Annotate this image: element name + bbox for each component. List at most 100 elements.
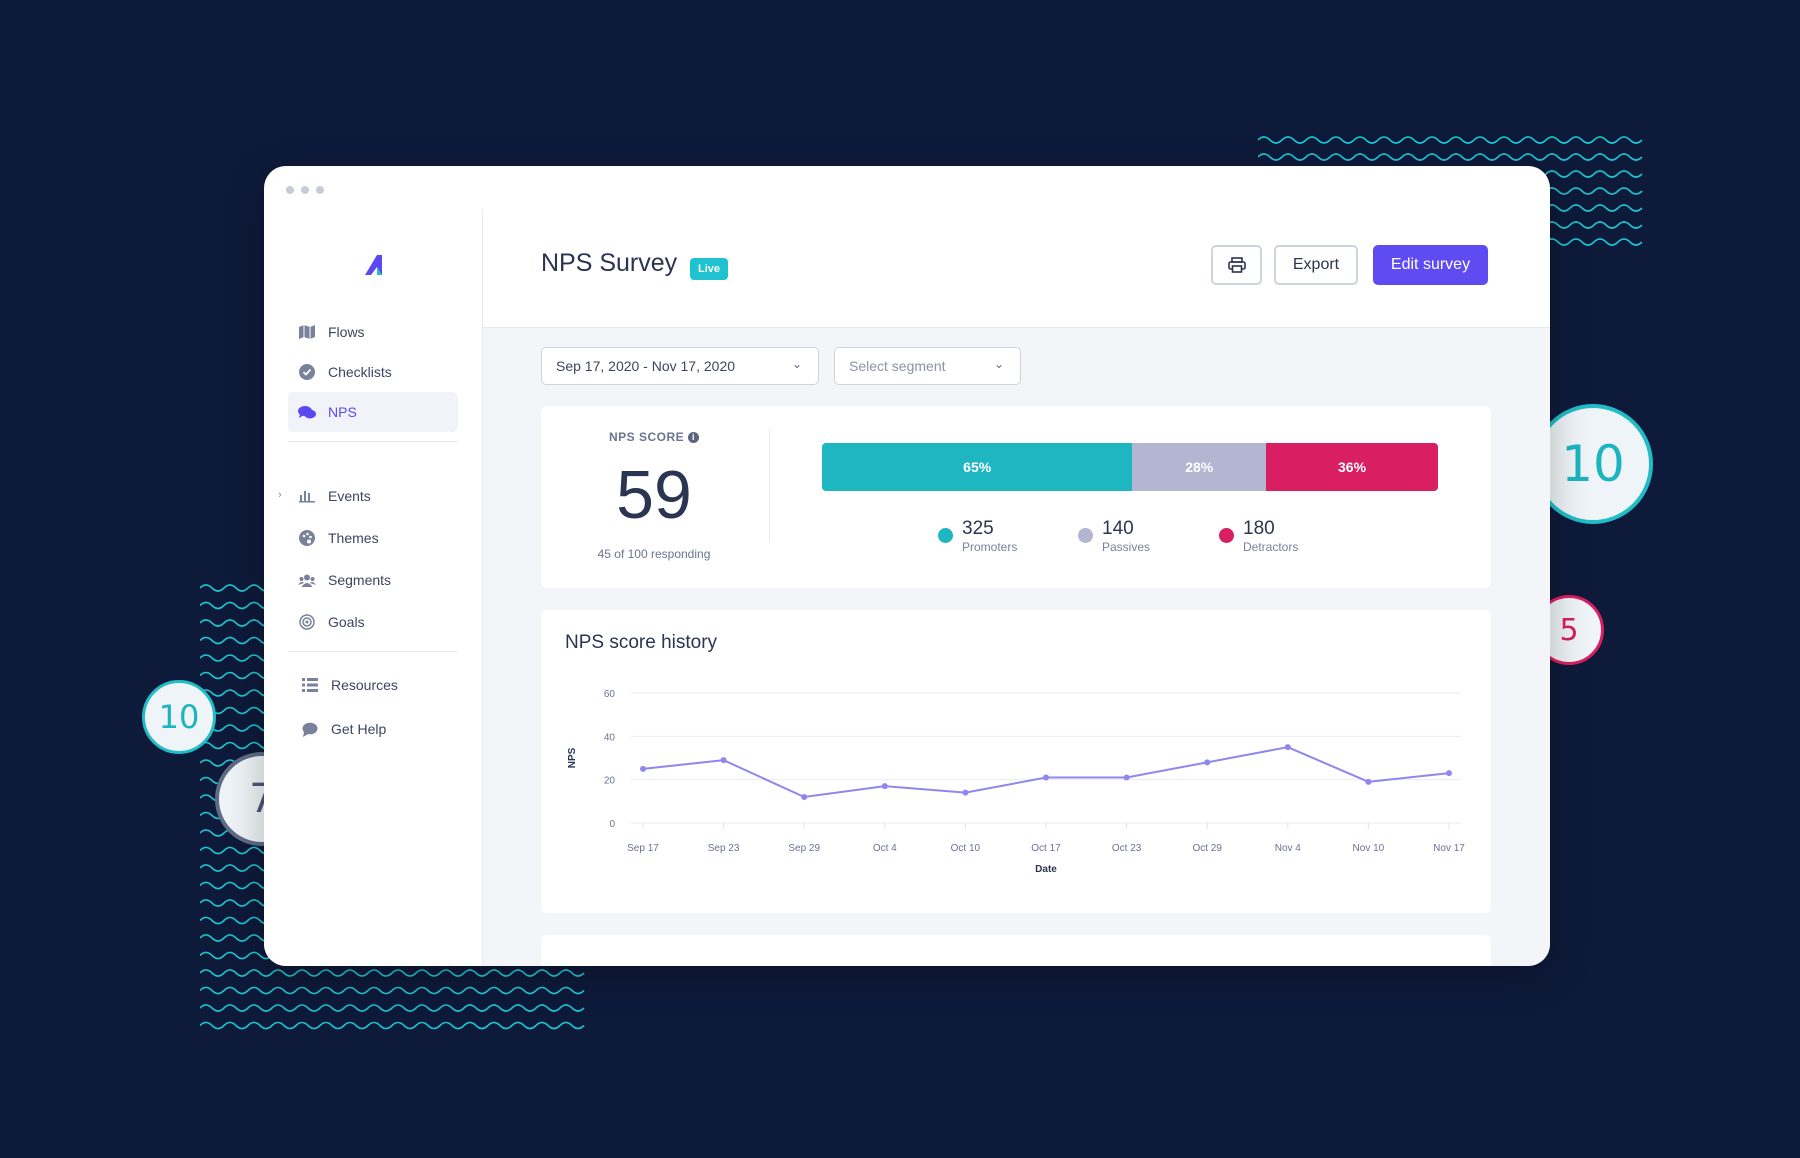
nps-data-point[interactable] [801, 794, 808, 800]
edit-survey-button[interactable]: Edit survey [1373, 245, 1488, 285]
sidebar-item-goals[interactable]: Goals [288, 602, 458, 642]
bar-chart-icon [298, 487, 316, 505]
score-badge-ten-small: 10 [142, 680, 216, 754]
legend-passives: 140 Passives [1078, 519, 1150, 555]
nps-data-point[interactable] [1043, 774, 1049, 781]
sidebar-item-resources[interactable]: Resources [291, 665, 461, 705]
distribution-segment: 28% [1132, 443, 1267, 491]
sidebar: Flows Checklists NPS › Events The [264, 209, 483, 966]
wave-line [200, 1004, 585, 1012]
x-tick-label: Oct 17 [1031, 843, 1061, 854]
sidebar-item-label: Flows [328, 324, 365, 340]
sidebar-item-get-help[interactable]: Get Help [291, 709, 461, 749]
window-dot [301, 186, 309, 194]
nps-data-point[interactable] [720, 757, 727, 764]
chevron-down-icon: ⌄ [993, 357, 1004, 371]
sidebar-item-flows[interactable]: Flows [288, 312, 458, 352]
status-badge: Live [690, 258, 729, 280]
segment-select[interactable]: Select segment ⌄ [834, 347, 1021, 385]
nps-score-value: 59 [616, 457, 692, 533]
segment-placeholder: Select segment [849, 358, 946, 374]
x-tick-label: Nov 4 [1275, 843, 1302, 854]
sidebar-item-label: Get Help [331, 721, 387, 737]
window-dot [316, 186, 324, 194]
sidebar-item-nps[interactable]: NPS [288, 392, 458, 432]
responding-count: 45 of 100 responding [597, 547, 711, 561]
nps-history-card: NPS score history 0 20 40 60 NPS Sep 17 Sep 23… [541, 610, 1491, 913]
users-icon [298, 571, 316, 589]
list-icon [301, 676, 319, 694]
nps-distribution-bar: 65% 28% 36% [822, 443, 1438, 491]
detractors-dot [1219, 528, 1234, 543]
nps-data-point[interactable] [1446, 770, 1452, 777]
x-tick-label: Oct 10 [951, 843, 981, 854]
target-icon [298, 613, 316, 631]
sidebar-divider [288, 441, 458, 442]
nps-series-line [642, 746, 1450, 799]
wave-line [200, 1021, 585, 1030]
sidebar-item-label: Themes [328, 530, 379, 546]
detractors-label: Detractors [1243, 540, 1299, 554]
detractors-count: 180 [1243, 518, 1275, 539]
app-window: Flows Checklists NPS › Events The [264, 166, 1550, 966]
score-badge-ten-large: 10 [1533, 404, 1653, 524]
x-tick-label: Sep 23 [708, 843, 740, 854]
next-card [541, 935, 1491, 966]
y-tick-label: 40 [604, 732, 616, 743]
nps-data-point[interactable] [1204, 759, 1211, 766]
sidebar-item-segments[interactable]: Segments [288, 560, 458, 600]
distribution-segment: 65% [822, 443, 1133, 491]
distribution-segment: 36% [1266, 443, 1438, 491]
palette-icon [298, 529, 316, 547]
sidebar-item-label: Segments [328, 572, 392, 588]
wave-line [200, 969, 585, 977]
nps-data-point[interactable] [1123, 774, 1130, 781]
passives-label: Passives [1102, 540, 1151, 554]
score-divider [769, 430, 770, 542]
chevron-right-icon[interactable]: › [278, 489, 282, 501]
chat-bubbles-icon [298, 403, 316, 421]
print-button[interactable] [1211, 245, 1262, 285]
passives-dot [1078, 528, 1093, 543]
x-tick-label: Sep 29 [788, 843, 820, 854]
sidebar-divider [288, 651, 458, 652]
date-range-select[interactable]: Sep 17, 2020 - Nov 17, 2020 ⌄ [541, 347, 819, 385]
main-content: NPS Survey Live Export Edit survey Sep 1… [483, 209, 1550, 966]
promoters-count: 325 [962, 518, 994, 539]
info-icon[interactable]: i [688, 432, 700, 443]
legend-detractors: 180 Detractors [1219, 519, 1298, 555]
x-tick-label: Nov 17 [1433, 843, 1465, 854]
export-button[interactable]: Export [1274, 245, 1358, 285]
nps-data-point[interactable] [962, 789, 969, 796]
nps-data-point[interactable] [1284, 744, 1291, 751]
brand-logo-icon [365, 255, 382, 275]
passives-count: 140 [1102, 518, 1134, 539]
printer-icon [1227, 257, 1246, 273]
wave-line [1258, 136, 1643, 144]
y-tick-label: 20 [604, 776, 616, 787]
date-range-value: Sep 17, 2020 - Nov 17, 2020 [556, 358, 736, 374]
x-tick-label: Oct 4 [873, 843, 897, 854]
sidebar-item-checklists[interactable]: Checklists [288, 352, 458, 392]
page-title: NPS Survey [541, 249, 678, 277]
legend-promoters: 325 Promoters [938, 519, 1017, 555]
nps-data-point[interactable] [881, 783, 888, 790]
wave-line [200, 986, 585, 995]
nps-data-point[interactable] [640, 765, 646, 772]
nps-score-card: NPS SCORE i 59 45 of 100 responding 65% 2… [541, 406, 1491, 588]
check-circle-icon [298, 363, 316, 381]
y-tick-label: 0 [609, 819, 615, 830]
nps-score-label-text: NPS SCORE [608, 430, 685, 444]
sidebar-item-themes[interactable]: Themes [288, 518, 458, 558]
y-axis-label: NPS [567, 747, 578, 768]
nps-data-point[interactable] [1365, 778, 1372, 785]
x-tick-label: Sep 17 [627, 843, 659, 854]
sidebar-item-events[interactable]: Events [288, 476, 458, 516]
sidebar-item-label: Resources [331, 677, 398, 693]
nps-history-chart: 0 20 40 60 NPS Sep 17 Sep 23 Sep 29 Oct 4 Oct 10 O… [567, 689, 1465, 875]
x-tick-label: Nov 10 [1353, 843, 1385, 854]
speech-bubble-icon [301, 720, 319, 738]
y-tick-label: 60 [604, 689, 616, 700]
nps-score-label: NPS SCORE i [541, 430, 767, 444]
window-dot [286, 186, 294, 194]
